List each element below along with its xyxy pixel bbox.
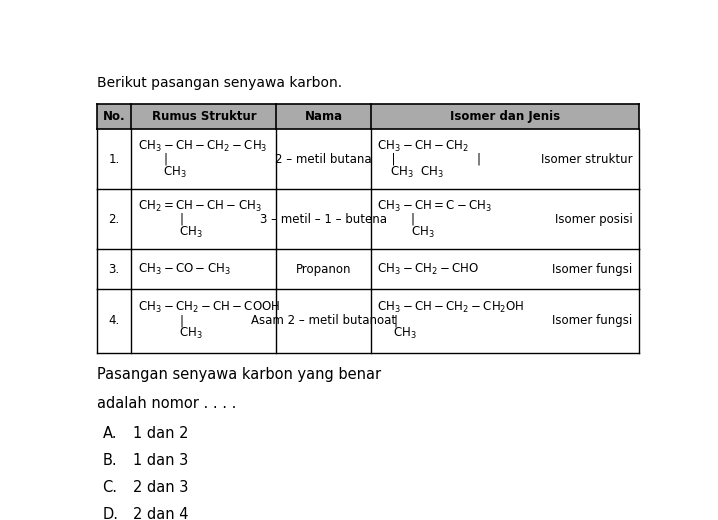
Text: A.: A. bbox=[103, 425, 117, 440]
Text: $\mathrm{CH_3}$: $\mathrm{CH_3}$ bbox=[180, 225, 203, 240]
Text: Pasangan senyawa karbon yang benar: Pasangan senyawa karbon yang benar bbox=[97, 367, 381, 382]
Text: 2 dan 3: 2 dan 3 bbox=[133, 480, 189, 495]
Text: $\mathrm{CH_3-CH_2-CH-COOH}$: $\mathrm{CH_3-CH_2-CH-COOH}$ bbox=[138, 300, 280, 316]
Text: adalah nomor . . . .: adalah nomor . . . . bbox=[97, 396, 236, 410]
Text: $\mathrm{CH_3-CH{=}C-CH_3}$: $\mathrm{CH_3-CH{=}C-CH_3}$ bbox=[378, 199, 493, 214]
Text: 3 – metil – 1 – butena: 3 – metil – 1 – butena bbox=[260, 213, 387, 226]
Bar bbox=[97, 105, 639, 129]
Text: $\mathrm{CH_3-CH-CH_2}$: $\mathrm{CH_3-CH-CH_2}$ bbox=[378, 139, 470, 154]
Text: $\mathrm{CH_3}$: $\mathrm{CH_3}$ bbox=[163, 164, 187, 179]
Text: $\mathrm{CH_3}$: $\mathrm{CH_3}$ bbox=[393, 326, 416, 341]
Text: Isomer dan Jenis: Isomer dan Jenis bbox=[449, 110, 560, 123]
Text: 2.: 2. bbox=[108, 213, 120, 226]
Text: C.: C. bbox=[103, 480, 118, 495]
Text: 2 – metil butana: 2 – metil butana bbox=[275, 153, 372, 166]
Text: $\mathrm{CH_3-CH-CH_2-CH_2OH}$: $\mathrm{CH_3-CH-CH_2-CH_2OH}$ bbox=[378, 300, 525, 316]
Text: $\mathrm{CH_3-CO-CH_3}$: $\mathrm{CH_3-CO-CH_3}$ bbox=[138, 262, 231, 277]
Text: 4.: 4. bbox=[108, 314, 120, 327]
Text: 2 dan 4: 2 dan 4 bbox=[133, 507, 189, 520]
Text: $\mathrm{CH_3-CH_2-CHO}$: $\mathrm{CH_3-CH_2-CHO}$ bbox=[378, 262, 480, 277]
Text: Isomer posisi: Isomer posisi bbox=[554, 213, 633, 226]
Text: $\mathrm{CH_3 \ \ CH_3}$: $\mathrm{CH_3 \ \ CH_3}$ bbox=[390, 164, 444, 179]
Text: Isomer struktur: Isomer struktur bbox=[541, 153, 633, 166]
Text: Isomer fungsi: Isomer fungsi bbox=[552, 314, 633, 327]
Text: Isomer fungsi: Isomer fungsi bbox=[552, 263, 633, 276]
Text: 1 dan 2: 1 dan 2 bbox=[133, 425, 189, 440]
Text: |: | bbox=[393, 314, 397, 327]
Text: $\mathrm{CH_3}$: $\mathrm{CH_3}$ bbox=[411, 225, 434, 240]
Text: Rumus Struktur: Rumus Struktur bbox=[151, 110, 256, 123]
Text: |: | bbox=[180, 314, 183, 327]
Text: Nama: Nama bbox=[304, 110, 342, 123]
Text: D.: D. bbox=[103, 507, 118, 520]
Text: 1 dan 3: 1 dan 3 bbox=[133, 453, 188, 468]
Text: |           |: | | bbox=[390, 153, 482, 166]
Text: 3.: 3. bbox=[108, 263, 120, 276]
Text: |: | bbox=[163, 153, 167, 166]
Text: $\mathrm{CH_3}$: $\mathrm{CH_3}$ bbox=[180, 326, 203, 341]
Text: Asam 2 – metil butanoat: Asam 2 – metil butanoat bbox=[251, 314, 396, 327]
Text: No.: No. bbox=[103, 110, 126, 123]
Text: 1.: 1. bbox=[108, 153, 120, 166]
Text: $\mathrm{CH_2{=}CH-CH-CH_3}$: $\mathrm{CH_2{=}CH-CH-CH_3}$ bbox=[138, 199, 262, 214]
Text: $\mathrm{CH_3-CH-CH_2-CH_3}$: $\mathrm{CH_3-CH-CH_2-CH_3}$ bbox=[138, 139, 268, 154]
Text: |: | bbox=[411, 213, 415, 226]
Text: B.: B. bbox=[103, 453, 117, 468]
Text: |: | bbox=[180, 213, 183, 226]
Text: Propanon: Propanon bbox=[296, 263, 351, 276]
Text: Berikut pasangan senyawa karbon.: Berikut pasangan senyawa karbon. bbox=[97, 76, 342, 90]
Bar bbox=[97, 250, 639, 289]
